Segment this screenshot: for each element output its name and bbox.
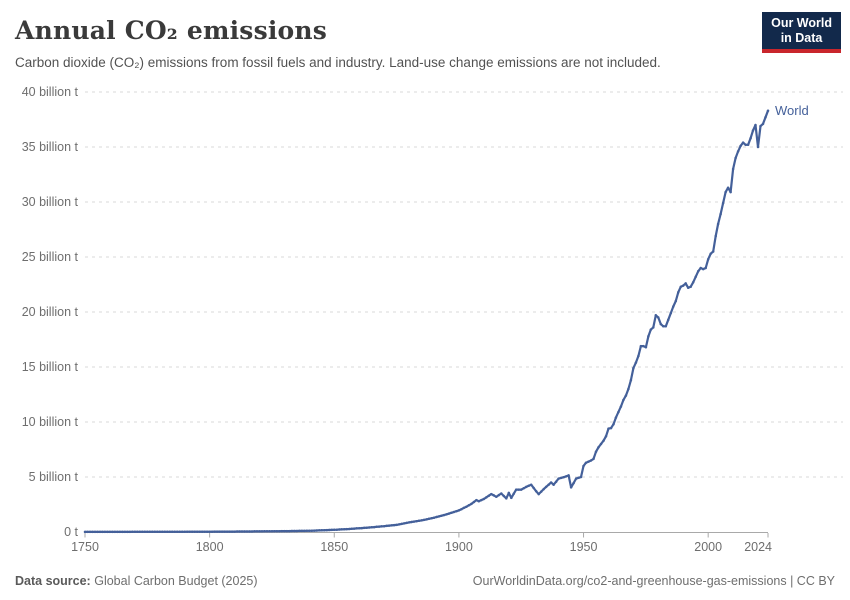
svg-text:1850: 1850 (320, 540, 348, 554)
data-source: Data source: Global Carbon Budget (2025) (15, 574, 258, 588)
svg-text:1900: 1900 (445, 540, 473, 554)
svg-text:25 billion t: 25 billion t (22, 250, 79, 264)
chart-footer: Data source: Global Carbon Budget (2025)… (15, 574, 835, 588)
chart-subtitle: Carbon dioxide (CO₂) emissions from foss… (15, 55, 661, 70)
svg-text:1750: 1750 (71, 540, 99, 554)
gridlines (85, 91, 843, 478)
svg-text:40 billion t: 40 billion t (22, 85, 79, 99)
svg-text:20 billion t: 20 billion t (22, 305, 79, 319)
data-source-text: Global Carbon Budget (2025) (94, 574, 258, 588)
svg-text:1800: 1800 (196, 540, 224, 554)
page-title: Annual CO₂ emissions (15, 16, 328, 45)
svg-text:1950: 1950 (570, 540, 598, 554)
svg-text:35 billion t: 35 billion t (22, 140, 79, 154)
data-source-label: Data source: (15, 574, 91, 588)
credit-link[interactable]: OurWorldinData.org/co2-and-greenhouse-ga… (472, 574, 835, 588)
svg-text:30 billion t: 30 billion t (22, 195, 79, 209)
owid-logo-line1: Our World (771, 16, 832, 30)
line-chart[interactable]: 0 t 5 billion t 10 billion t 15 billion t 20… (0, 85, 850, 560)
svg-text:2024: 2024 (744, 540, 772, 554)
owid-logo[interactable]: Our World in Data (762, 12, 841, 53)
svg-text:5 billion t: 5 billion t (29, 470, 79, 484)
x-axis (84, 532, 769, 538)
world-series-markers (83, 109, 770, 534)
svg-text:10 billion t: 10 billion t (22, 415, 79, 429)
svg-text:2000: 2000 (694, 540, 722, 554)
chart-header: Annual CO₂ emissions Carbon dioxide (CO₂… (0, 0, 850, 72)
svg-text:15 billion t: 15 billion t (22, 360, 79, 374)
svg-text:0 t: 0 t (64, 525, 78, 539)
x-axis-labels: 1750 1800 1850 1900 1950 2000 2024 (71, 540, 772, 554)
owid-logo-line2: in Data (780, 31, 823, 46)
world-series-line[interactable] (83, 109, 770, 533)
y-axis-labels: 0 t 5 billion t 10 billion t 15 billion t 20… (22, 85, 79, 539)
world-series-label[interactable]: World (775, 103, 809, 118)
